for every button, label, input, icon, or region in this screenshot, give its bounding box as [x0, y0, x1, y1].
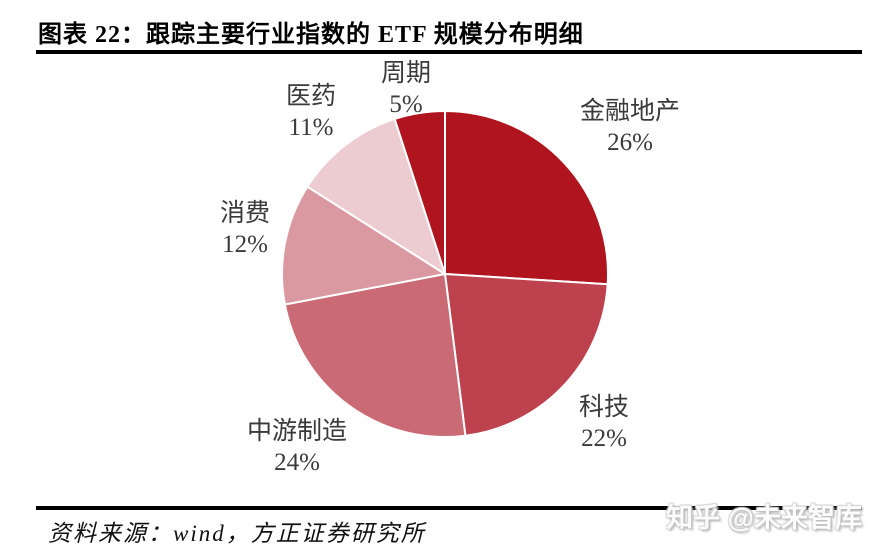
pie-slice-中游制造	[283, 273, 467, 438]
pie-chart	[281, 110, 610, 438]
pie-label-pct: 24%	[274, 449, 320, 476]
pie-label-pharma: 医药 11%	[286, 81, 336, 143]
pie-label-cyclical: 周期 5%	[381, 58, 431, 120]
title-divider-line	[36, 50, 862, 54]
zhihu-watermark: 知乎 @未来智库	[666, 503, 862, 533]
pie-label-tech: 科技 22%	[579, 392, 629, 454]
pie-label-pct: 22%	[581, 425, 627, 452]
footer-divider-line	[36, 506, 862, 510]
pie-label-text: 医药	[285, 83, 337, 110]
pie-slice-金融地产	[444, 110, 610, 286]
pie-label-pct: 5%	[389, 91, 423, 118]
pie-slice-周期	[393, 110, 446, 275]
source-attribution: 资料来源：wind，方正证券研究所	[48, 521, 426, 546]
pie-label-text: 消费	[219, 200, 271, 227]
pie-label-text: 中游制造	[246, 418, 348, 445]
pie-label-text: 金融地产	[579, 98, 681, 125]
pie-label-consumer: 消费 12%	[220, 198, 270, 260]
pie-slice-消费	[281, 185, 446, 306]
pie-label-text: 周期	[380, 60, 432, 87]
pie-label-pct: 11%	[288, 114, 334, 141]
pie-slice-科技	[444, 273, 609, 437]
pie-label-pct: 12%	[222, 231, 268, 258]
figure-title: 图表 22：跟踪主要行业指数的 ETF 规模分布明细	[38, 22, 584, 48]
pie-label-finance-realestate: 金融地产 26%	[580, 96, 680, 158]
pie-slice-医药	[306, 117, 446, 275]
pie-label-midstream-manufacturing: 中游制造 24%	[247, 416, 347, 478]
pie-label-text: 科技	[578, 394, 630, 421]
pie-label-pct: 26%	[607, 129, 653, 156]
